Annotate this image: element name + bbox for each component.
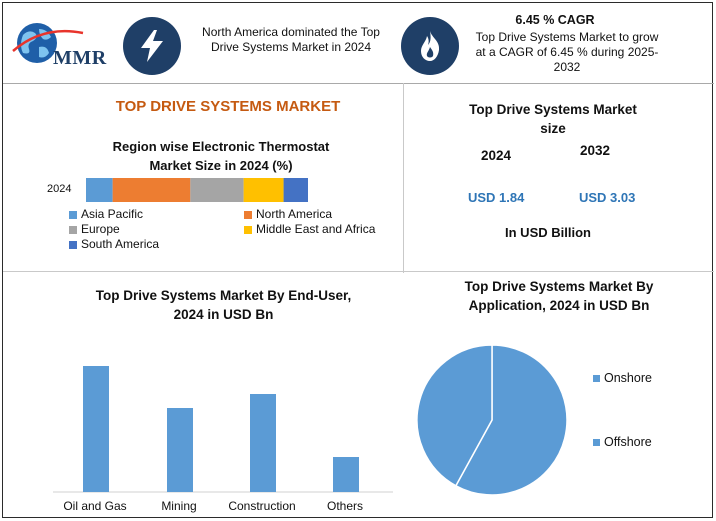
stack-segment-middle-east-and-africa bbox=[243, 178, 284, 202]
enduser-chart-title: Top Drive Systems Market By End-User, 20… bbox=[95, 288, 352, 322]
pie-slice-offshore bbox=[416, 344, 493, 487]
legend-swatch bbox=[69, 240, 77, 249]
stack-segment-asia-pacific bbox=[86, 178, 113, 202]
unit-label: In USD Billion bbox=[505, 225, 591, 240]
pie-slice-onshore bbox=[454, 344, 568, 496]
legend-label: Offshore bbox=[604, 435, 652, 449]
enduser-bar-chart bbox=[53, 366, 393, 493]
legend-europe: Europe bbox=[69, 222, 120, 236]
category-label-mining: Mining bbox=[161, 499, 197, 513]
cagr-text: Top Drive Systems Market to grow at a CA… bbox=[475, 30, 659, 74]
stack-segment-europe bbox=[190, 178, 244, 202]
globe-icon bbox=[12, 23, 84, 63]
mmr-logo: MMR bbox=[9, 17, 119, 73]
bar-mining bbox=[167, 408, 193, 492]
value-2032: USD 3.03 bbox=[579, 190, 636, 205]
legend-onshore: Onshore bbox=[593, 371, 652, 385]
market-size-title: Top Drive Systems Market size bbox=[469, 102, 637, 136]
application-chart-title: Top Drive Systems Market By Application,… bbox=[464, 279, 654, 313]
year-2032: 2032 bbox=[580, 143, 611, 158]
stack-segment-south-america bbox=[283, 178, 308, 202]
category-label-oil-and-gas: Oil and Gas bbox=[63, 499, 127, 513]
application-pie-chart bbox=[416, 344, 568, 496]
legend-north-america: North America bbox=[244, 207, 332, 221]
legend-swatch bbox=[593, 375, 600, 383]
legend-middle-east-africa: Middle East and Africa bbox=[244, 222, 375, 236]
bar-construction bbox=[250, 394, 276, 492]
legend-offshore: Offshore bbox=[593, 435, 652, 449]
legend-asia-pacific: Asia Pacific bbox=[69, 207, 143, 221]
bar-oil-and-gas bbox=[83, 366, 109, 492]
legend-label: Middle East and Africa bbox=[256, 222, 376, 236]
stack-segment-north-america bbox=[112, 178, 191, 202]
legend-label: Europe bbox=[81, 222, 120, 236]
flame-icon-circle bbox=[401, 17, 459, 75]
category-label-others: Others bbox=[326, 499, 363, 513]
cagr-title: 6.45 % CAGR bbox=[515, 13, 595, 27]
header-divider bbox=[3, 83, 714, 84]
year-2024: 2024 bbox=[481, 148, 512, 163]
vertical-divider bbox=[403, 83, 404, 273]
legend-south-america: South America bbox=[69, 237, 159, 251]
logo-text: MMR bbox=[53, 47, 107, 69]
legend-swatch bbox=[593, 439, 600, 447]
legend-label: Asia Pacific bbox=[81, 207, 144, 221]
lightning-icon-circle bbox=[123, 17, 181, 75]
bar-others bbox=[333, 457, 359, 492]
region-year-label: 2024 bbox=[47, 183, 72, 195]
legend-label: South America bbox=[81, 237, 160, 251]
category-label-construction: Construction bbox=[228, 499, 296, 513]
legend-swatch bbox=[244, 210, 252, 219]
legend-swatch bbox=[69, 210, 77, 219]
header-left-text: North America dominated the Top Drive Sy… bbox=[202, 25, 380, 54]
legend-label: Onshore bbox=[604, 371, 652, 385]
value-2024: USD 1.84 bbox=[468, 190, 525, 205]
middle-divider bbox=[3, 271, 714, 272]
legend-swatch bbox=[244, 225, 252, 234]
legend-label: North America bbox=[256, 207, 333, 221]
lightning-icon bbox=[141, 30, 163, 62]
flame-icon bbox=[421, 31, 440, 61]
region-stacked-bar bbox=[86, 178, 308, 202]
main-title: TOP DRIVE SYSTEMS MARKET bbox=[115, 98, 341, 115]
legend-swatch bbox=[69, 225, 77, 234]
region-chart-title: Region wise Electronic Thermostat Market… bbox=[112, 139, 330, 173]
